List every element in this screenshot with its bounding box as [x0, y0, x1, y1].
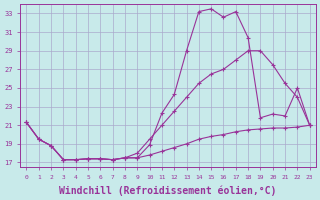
X-axis label: Windchill (Refroidissement éolien,°C): Windchill (Refroidissement éolien,°C) [60, 185, 277, 196]
